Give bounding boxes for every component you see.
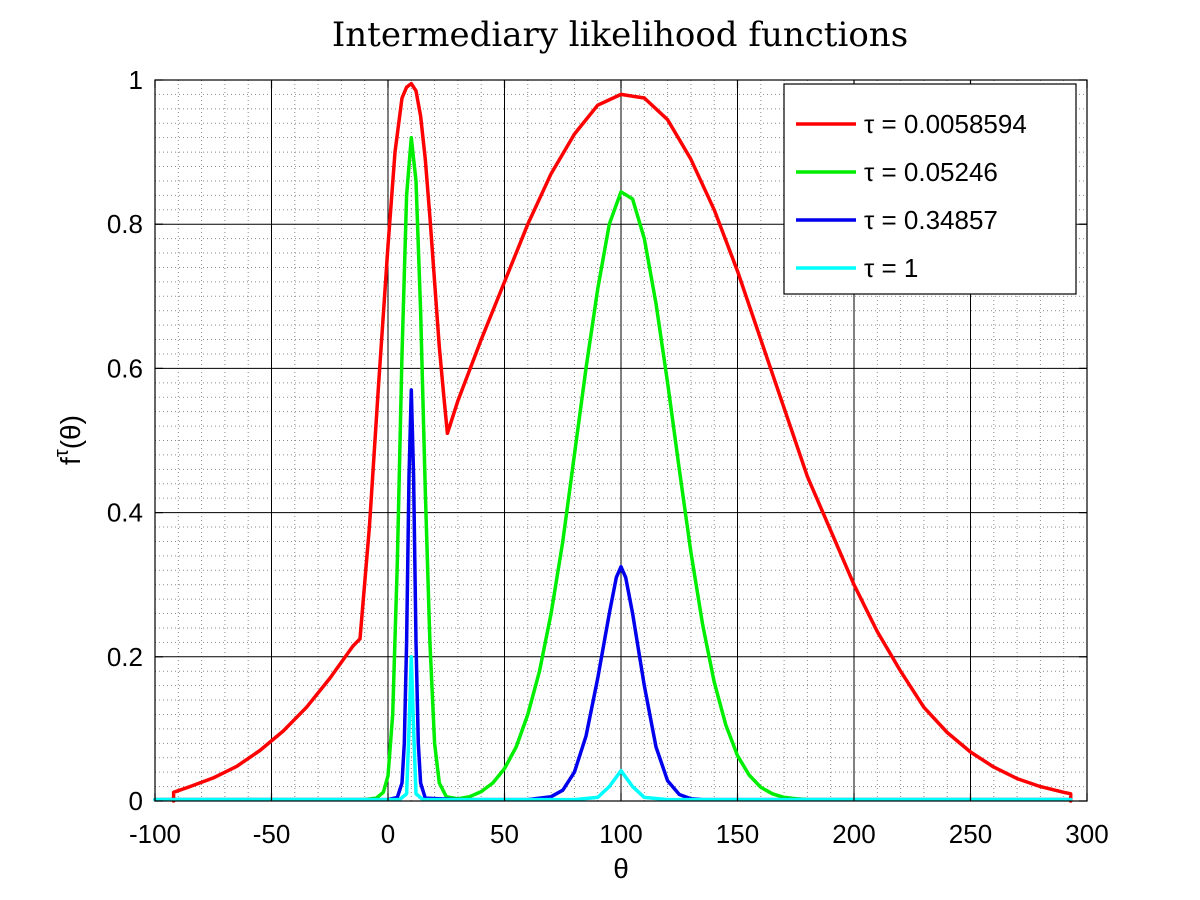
x-tick-labels: -100 -50 0 50 100 150 200 250 300 — [129, 819, 1109, 849]
series-lines — [153, 81, 1073, 803]
series-line-3 — [153, 388, 1073, 802]
y-tick-label: 0 — [129, 786, 143, 816]
x-tick-label: -50 — [253, 819, 291, 849]
y-tick-label: 0.2 — [107, 642, 143, 672]
x-axis-label: θ — [613, 853, 629, 884]
chart-title: Intermediary likelihood functions — [332, 15, 908, 55]
y-axis-label-base: f — [55, 457, 86, 465]
y-axis-label-superscript: τ — [51, 449, 73, 457]
legend-label-2: τ = 0.05246 — [864, 157, 998, 187]
legend-label-4: τ = 1 — [864, 253, 918, 283]
legend-label-3: τ = 0.34857 — [864, 205, 998, 235]
y-tick-label: 0.8 — [107, 209, 143, 239]
x-tick-label: 50 — [490, 819, 519, 849]
y-tick-labels: 0 0.2 0.4 0.6 0.8 1 — [107, 65, 143, 816]
x-tick-label: 250 — [949, 819, 992, 849]
series-line-2 — [153, 135, 1073, 802]
x-tick-label: 0 — [381, 819, 395, 849]
y-axis-label-tail: (θ) — [55, 415, 86, 449]
legend: τ = 0.0058594 τ = 0.05246 τ = 0.34857 τ = 1 — [783, 83, 1077, 295]
y-tick-label: 1 — [129, 65, 143, 95]
x-tick-label: 200 — [832, 819, 875, 849]
x-tick-label: -100 — [129, 819, 181, 849]
legend-box — [783, 83, 1077, 295]
series-line-1 — [171, 81, 1073, 803]
legend-label-1: τ = 0.0058594 — [864, 109, 1027, 139]
x-tick-label: 300 — [1065, 819, 1108, 849]
y-tick-label: 0.4 — [107, 498, 143, 528]
axis-ticks — [154, 79, 1088, 802]
y-axis-label: fτ(θ) — [51, 415, 86, 465]
x-tick-label: 150 — [716, 819, 759, 849]
y-tick-label: 0.6 — [107, 353, 143, 383]
x-tick-label: 100 — [599, 819, 642, 849]
series-line-4 — [153, 655, 1073, 802]
